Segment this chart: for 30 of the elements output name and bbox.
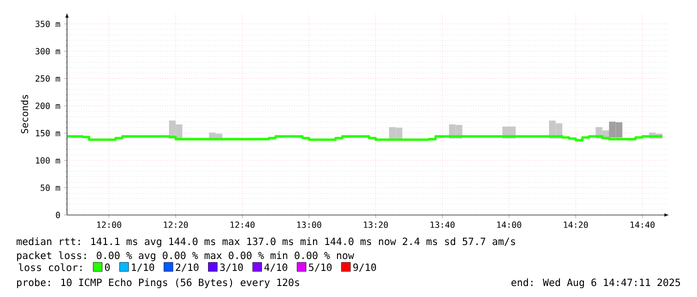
x-tick-label: 13:40 [430,222,455,228]
y-axis-title: Seconds [20,94,28,134]
text: packet loss: 0.00 % avg 0.00 % max 0.00 % min 0.00 % now [17,251,354,262]
x-tick-label: 13:00 [297,222,322,228]
x-tick-label: 12:20 [164,222,188,228]
y-tick-label: 300 m [36,48,60,54]
legend-label: 3/10 [220,263,243,272]
y-tick-label: 250 m [36,75,60,82]
legend-label: 4/10 [264,263,288,272]
y-tick-label: 200 m [36,102,60,110]
legend-label: 5/10 [308,263,332,272]
x-tick-label: 12:00 [97,222,122,228]
y-tick-label: 50 m [40,184,60,191]
x-tick-label: 14:20 [564,222,588,228]
y-tick-label: 150 m [36,130,60,136]
text: probe: 10 ICMP Echo Pings (56 Bytes) every 120s [17,278,300,288]
legend-label: 0 [105,263,110,272]
x-tick-label: 14:00 [497,222,522,228]
text: median rtt: 141.1 ms avg 144.0 ms max 137.0 ms min 144.0 ms now 2.4 ms sd 57.7 am/s [16,237,516,248]
x-tick-label: 14:40 [630,222,655,228]
y-tick-label: 350 m [36,20,60,28]
text: end: Wed Aug 6 14:47:11 2025 [511,278,680,288]
legend-label: 1/10 [132,263,154,272]
legend-title: loss color: [18,263,82,272]
x-tick-label: 13:20 [364,222,388,228]
legend-label: 9/10 [353,263,376,272]
x-tick-label: 12:40 [230,222,255,228]
y-tick-label: 0 [56,212,60,218]
y-tick-label: 100 m [36,157,60,164]
legend-label: 2/10 [176,263,198,272]
